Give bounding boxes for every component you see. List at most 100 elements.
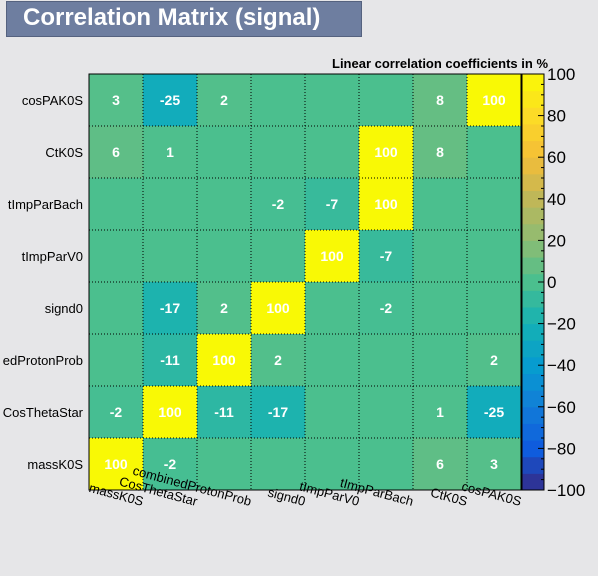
colorbar-tick-label: 60 [547,148,566,167]
heatmap-cell [359,230,413,282]
heatmap-cell [143,282,197,334]
y-axis-label: CosThetaStar [3,405,84,420]
y-axis-label: tImpParV0 [22,249,83,264]
cell-value-label: -2 [164,456,177,472]
cell-value-label: 100 [374,196,398,212]
cell-value-label: 3 [490,456,498,472]
heatmap-cell [197,282,251,334]
y-axis-label: cosPAK0S [22,93,84,108]
cell-value-label: -7 [326,196,339,212]
y-axis-label: CtK0S [45,145,83,160]
cell-value-label: -2 [380,300,393,316]
heatmap-cell [467,334,521,386]
cell-value-label: 2 [220,300,228,316]
heatmap-cell [413,74,467,126]
colorbar-band [522,340,544,358]
cell-value-label: 100 [266,300,290,316]
chart-title: Correlation Matrix (signal) [23,4,321,31]
heatmap-cell [413,386,467,438]
cell-value-label: 1 [166,144,174,160]
colorbar-tick-label: 20 [547,231,566,250]
cell-value-label: -2 [272,196,285,212]
cell-value-label: 100 [212,352,236,368]
colorbar-tick-label: −60 [547,398,576,417]
cell-value-label: 100 [374,144,398,160]
y-axis-label: signd0 [45,301,83,316]
colorbar-band [522,223,544,241]
heatmap-cell [143,74,197,126]
colorbar-band [522,290,544,308]
colorbar-band [522,273,544,291]
cell-value-label: 100 [482,92,506,108]
y-axis-label: edProtonProb [3,353,83,368]
heatmap-cell [251,178,305,230]
title-box: Correlation Matrix (signal) [6,1,362,37]
heatmap-cell [467,74,521,126]
colorbar-band [522,157,544,175]
cell-value-label: 2 [274,352,282,368]
cell-value-label: -25 [160,92,180,108]
y-axis-label: massK0S [27,457,83,472]
heatmap-cell [467,438,521,490]
colorbar-band [522,240,544,258]
cell-value-label: 100 [104,456,128,472]
heatmap-cell [359,282,413,334]
cell-value-label: 8 [436,92,444,108]
colorbar-band [522,140,544,158]
heatmap-cell [359,126,413,178]
colorbar-band [522,423,544,441]
colorbar-band [522,207,544,225]
cell-value-label: -11 [214,404,234,420]
colorbar-band [522,107,544,125]
heatmap-cell [197,334,251,386]
cell-value-label: 3 [112,92,120,108]
heatmap-cell [197,74,251,126]
cell-value-label: 6 [436,456,444,472]
heatmap-cell [251,282,305,334]
colorbar-tick-label: 40 [547,190,566,209]
colorbar-tick-label: −20 [547,315,576,334]
cell-value-label: 8 [436,144,444,160]
heatmap-cell [251,386,305,438]
heatmap-cell [467,386,521,438]
colorbar-band [522,90,544,108]
colorbar-tick-label: −40 [547,356,576,375]
heatmap-cell [89,438,143,490]
cell-value-label: -2 [110,404,123,420]
cell-value-label: 100 [158,404,182,420]
colorbar-band [522,123,544,142]
colorbar-band [522,356,544,375]
heatmap-cell [143,126,197,178]
cell-value-label: 2 [490,352,498,368]
colorbar-band [522,406,544,424]
heatmap-cell [359,178,413,230]
colorbar-band [522,306,544,325]
heatmap-cell [143,386,197,438]
heatmap-cell [251,334,305,386]
colorbar-band [522,74,544,92]
colorbar-tick-label: 100 [547,65,575,84]
colorbar-band [522,440,544,458]
colorbar-band [522,257,544,275]
cell-value-label: -17 [268,404,288,420]
y-axis-label: tImpParBach [8,197,83,212]
heatmap-cell [89,74,143,126]
heatmap-cell [143,334,197,386]
colorbar-band [522,323,544,341]
cell-value-label: 1 [436,404,444,420]
colorbar-band [522,456,544,474]
cell-value-label: 2 [220,92,228,108]
heatmap-cell [413,438,467,490]
colorbar-band [522,173,544,191]
plot-frame [88,73,522,491]
colorbar-band [522,373,544,391]
colorbar-tick-label: 0 [547,273,556,292]
heatmap-cell [89,126,143,178]
cell-value-label: -7 [380,248,393,264]
chart-subtitle: Linear correlation coefficients in % [332,56,548,71]
colorbar-tick-label: −100 [547,481,585,500]
colorbar-tick-label: −80 [547,439,576,458]
heatmap-cell [143,438,197,490]
colorbar-band [522,473,544,491]
